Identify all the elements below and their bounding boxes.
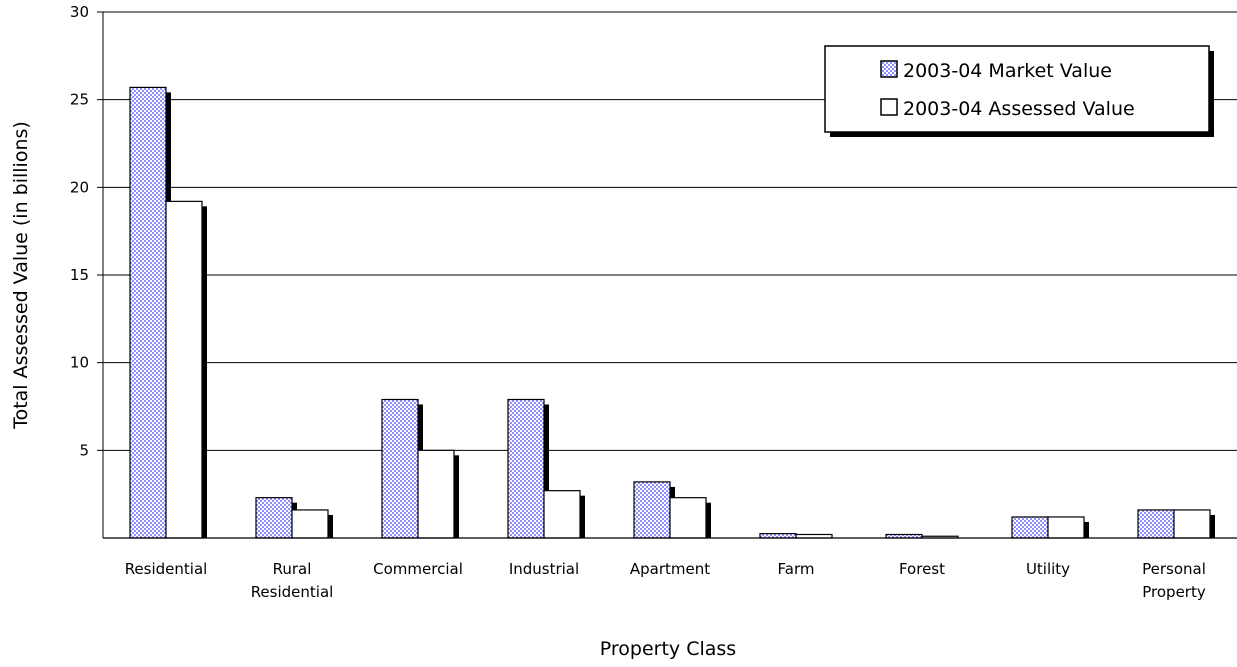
y-tick-label-25: 25 (70, 91, 89, 109)
x-tick-label-forest: Forest (899, 560, 945, 578)
bar-market-industrial (507, 398, 545, 539)
x-tick-label-farm: Farm (778, 560, 815, 578)
bar-assessed-residential (165, 200, 203, 539)
gridlines (103, 11, 1237, 451)
bar-assessed-apartment (669, 497, 707, 539)
x-tick-label-industrial: Industrial (509, 560, 579, 578)
bar-assessed-rural-residential (291, 509, 329, 539)
bar-market-personal-property (1137, 509, 1175, 539)
x-tick-label-personal-property-line2: Property (1142, 583, 1206, 601)
legend-label-assessed: 2003-04 Assessed Value (903, 98, 1135, 120)
legend-swatch-market (880, 60, 898, 78)
y-tick-label-20: 20 (70, 178, 89, 196)
x-tick-label-personal-property-line1: Personal (1142, 560, 1206, 578)
x-tick-label-commercial: Commercial (373, 560, 463, 578)
bar-market-rural-residential (255, 497, 293, 539)
legend-label-market: 2003-04 Market Value (903, 60, 1112, 82)
bar-assessed-commercial (417, 449, 455, 539)
bar-assessed-utility (1047, 516, 1085, 539)
x-axis-title: Property Class (600, 638, 736, 660)
y-tick-label-10: 10 (70, 354, 89, 372)
bars (129, 86, 1215, 539)
x-tick-label-rural-residential-line1: Rural (273, 560, 312, 578)
bar-market-residential (129, 86, 167, 539)
legend-swatch-assessed (880, 98, 898, 116)
y-axis-title: Total Assessed Value (in billions) (10, 121, 32, 430)
x-tick-label-apartment: Apartment (630, 560, 710, 578)
x-tick-label-rural-residential-line2: Residential (251, 583, 334, 601)
y-axis: 5 10 15 20 25 30 (70, 3, 104, 538)
x-axis: Residential Rural Residential Commercial Ind… (103, 537, 1237, 601)
bar-assessed-industrial (543, 490, 581, 539)
bar-market-apartment (633, 481, 671, 539)
x-tick-label-residential: Residential (125, 560, 208, 578)
x-tick-label-utility: Utility (1026, 560, 1070, 578)
bar-assessed-personal-property (1173, 509, 1211, 539)
bar-market-farm (759, 533, 797, 539)
y-tick-label-30: 30 (70, 3, 89, 21)
legend: 2003-04 Market Value 2003-04 Assessed Va… (824, 45, 1214, 137)
bar-market-utility (1011, 516, 1049, 539)
y-tick-label-15: 15 (70, 266, 89, 284)
y-tick-label-5: 5 (79, 441, 89, 459)
bar-market-commercial (381, 398, 419, 539)
